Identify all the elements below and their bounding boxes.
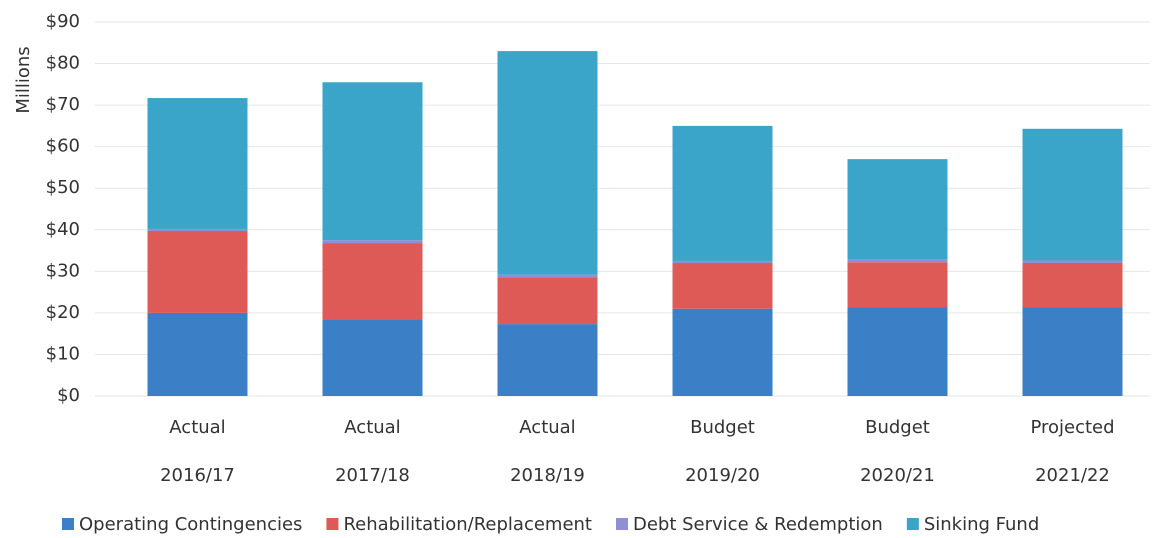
x-tick-label: 2016/17	[160, 465, 235, 486]
y-tick-label: $0	[57, 385, 80, 406]
y-tick-label: $90	[46, 11, 80, 32]
bar-segment	[1022, 260, 1123, 264]
bar-segment	[1022, 263, 1123, 308]
bar-segment	[672, 260, 773, 264]
legend-label: Sinking Fund	[924, 514, 1039, 535]
x-tick-label: Actual	[169, 417, 225, 438]
bar-segment	[147, 312, 248, 396]
legend-label: Rehabilitation/Replacement	[343, 514, 592, 535]
x-tick-label: 2020/21	[860, 465, 935, 486]
y-tick-label: $70	[46, 94, 80, 115]
legend-swatch	[615, 518, 628, 530]
legend-swatch	[62, 518, 74, 530]
x-tick-label: 2018/19	[510, 465, 585, 486]
bar-segment	[147, 231, 248, 313]
x-tick-label: Budget	[865, 417, 930, 438]
bar-segment	[847, 262, 948, 308]
legend-label: Operating Contingencies	[79, 514, 302, 535]
bar-segment	[672, 308, 773, 396]
bar-segment	[322, 240, 423, 244]
y-tick-label: $50	[46, 177, 80, 198]
bar-segment	[1022, 307, 1123, 396]
bar-segment	[147, 98, 248, 229]
bar-segment	[147, 228, 248, 232]
y-tick-label: $60	[46, 136, 80, 157]
y-axis-label: Millions	[13, 46, 34, 113]
legend-swatch	[326, 518, 339, 530]
bar-segment	[672, 125, 773, 261]
legend-label: Debt Service & Redemption	[633, 514, 883, 535]
bar-segment	[847, 159, 948, 260]
bar-segment	[497, 324, 598, 396]
bar-segment	[497, 274, 598, 278]
y-tick-label: $40	[46, 219, 80, 240]
x-tick-label: Budget	[690, 417, 755, 438]
bar-segment	[322, 82, 423, 241]
bar-segment	[847, 307, 948, 396]
bar-segment	[672, 263, 773, 309]
x-tick-label: Actual	[519, 417, 575, 438]
bar-segment	[497, 277, 598, 325]
legend-swatch	[906, 518, 919, 530]
x-tick-label: 2019/20	[685, 465, 760, 486]
bar-segment	[322, 319, 423, 396]
x-tick-label: Projected	[1030, 417, 1114, 438]
y-tick-label: $30	[46, 260, 80, 281]
bar-segment	[1022, 128, 1123, 261]
bar-segment	[847, 259, 948, 263]
x-tick-label: 2017/18	[335, 465, 410, 486]
bar-segment	[497, 51, 598, 275]
y-tick-label: $20	[46, 302, 80, 323]
bar-segment	[322, 243, 423, 320]
y-tick-label: $80	[46, 53, 80, 74]
x-tick-label: Actual	[344, 417, 400, 438]
x-tick-label: 2021/22	[1035, 465, 1110, 486]
y-tick-label: $10	[46, 343, 80, 364]
